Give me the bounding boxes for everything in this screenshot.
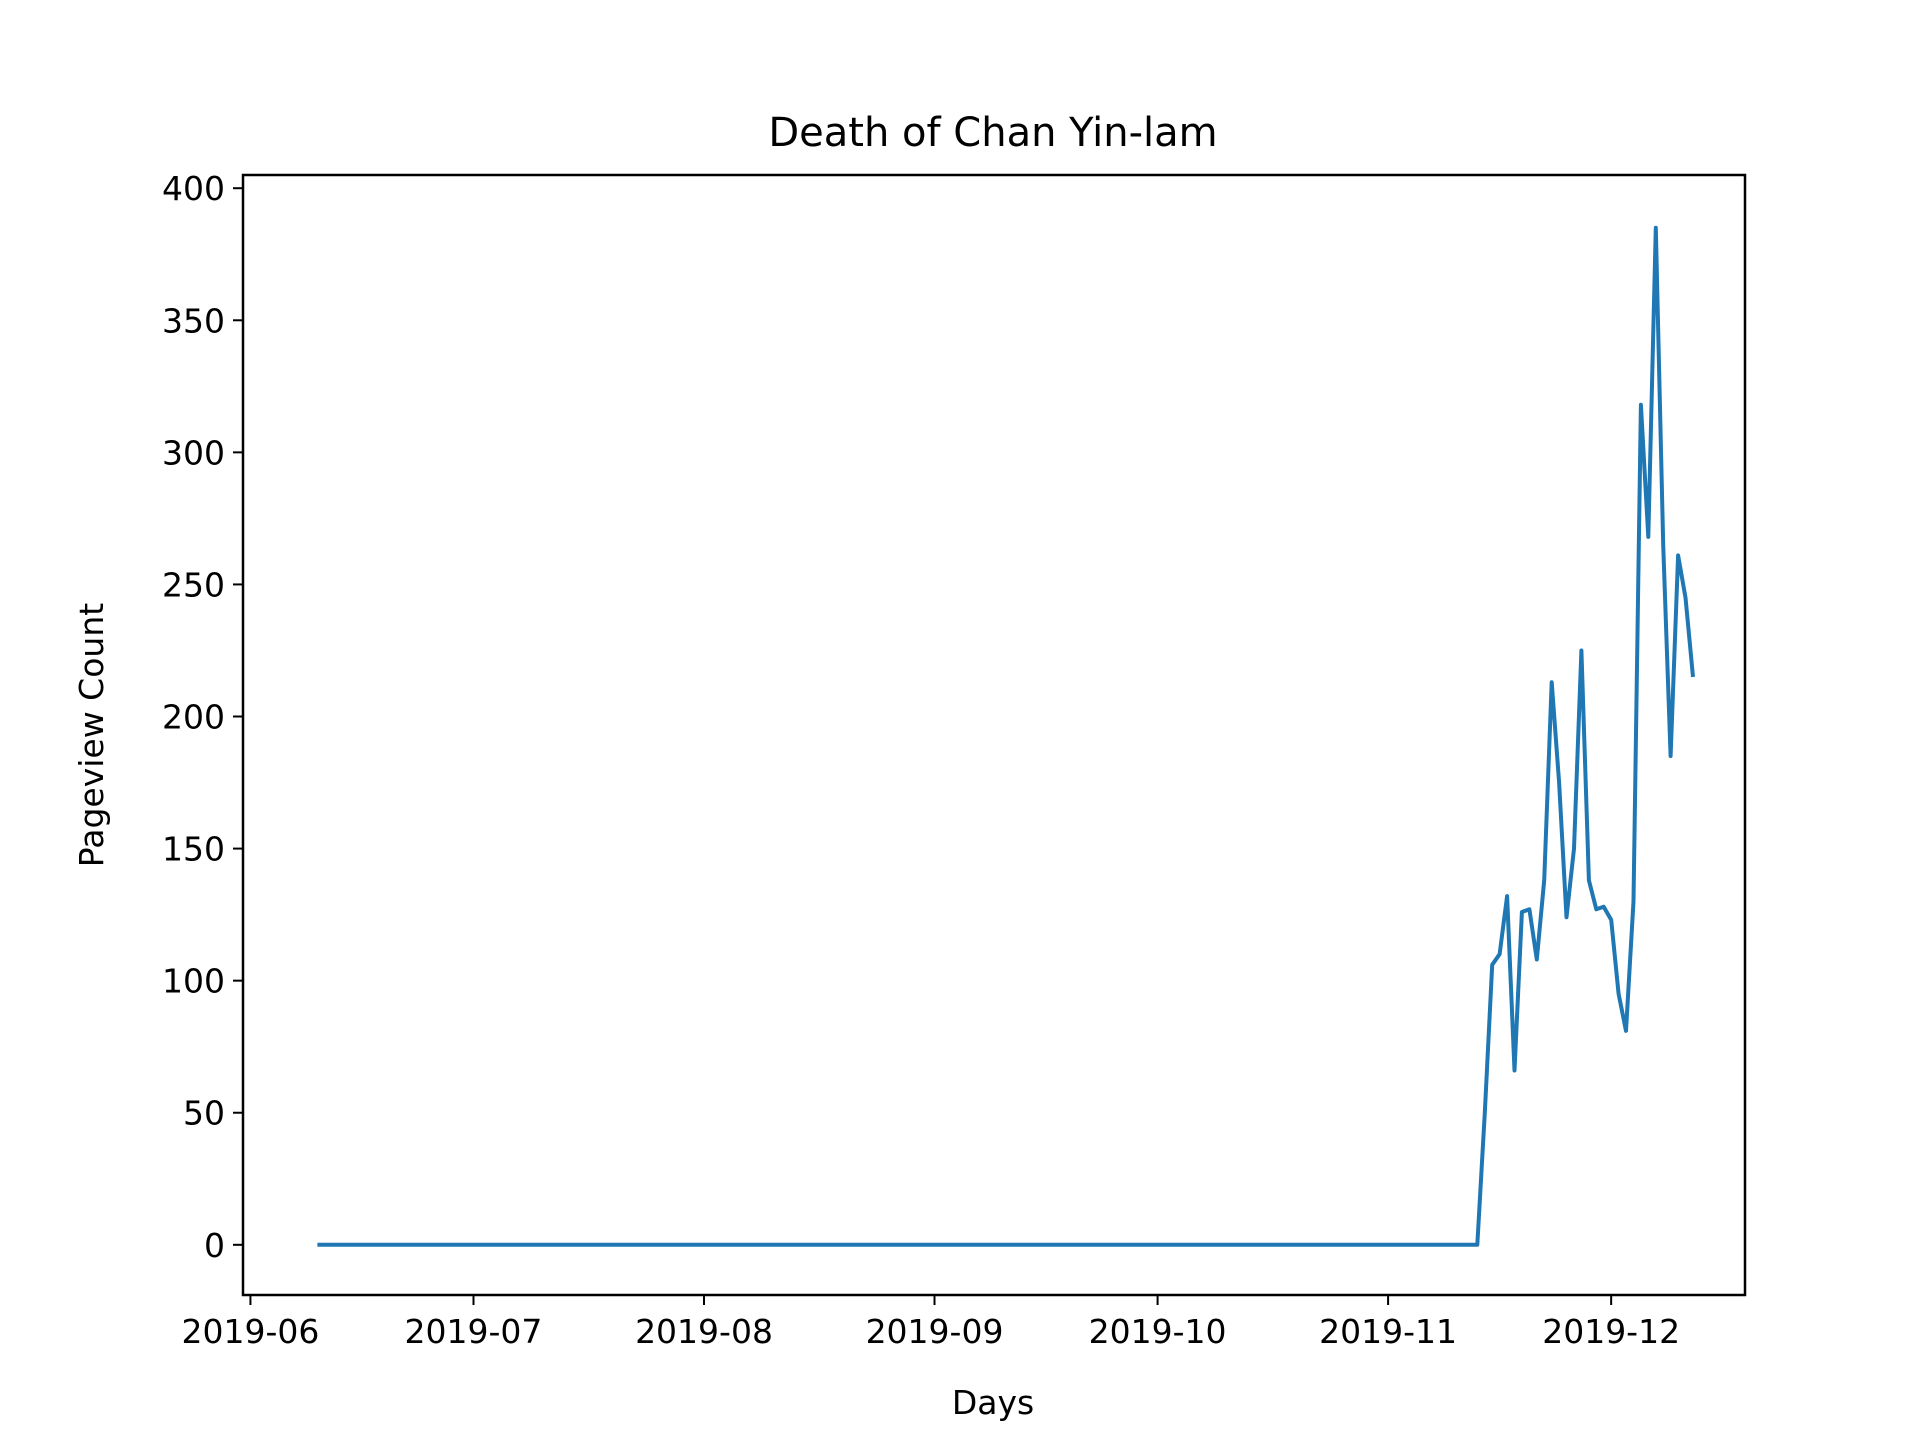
x-axis: 2019-06 2019-07 2019-08 2019-09 2019-10 2019-… <box>181 1295 1680 1351</box>
y-tick-label: 400 <box>162 169 225 208</box>
y-tick-label: 100 <box>162 962 225 1001</box>
y-axis: 0 50 100 150 200 250 300 350 400 <box>162 169 243 1265</box>
y-tick-label: 250 <box>162 565 225 604</box>
plot-frame <box>241 173 1747 1297</box>
y-tick-label: 50 <box>183 1094 225 1133</box>
y-tick-label: 0 <box>204 1226 225 1265</box>
y-tick-label: 350 <box>162 301 225 340</box>
x-tick-label: 2019-08 <box>635 1312 773 1351</box>
x-axis-label: Days <box>952 1383 1034 1422</box>
y-tick-label: 150 <box>162 830 225 869</box>
x-tick-label: 2019-12 <box>1542 1312 1680 1351</box>
x-tick-label: 2019-06 <box>181 1312 319 1351</box>
y-axis-label: Pageview Count <box>72 603 111 867</box>
x-tick-label: 2019-10 <box>1089 1312 1227 1351</box>
x-tick-label: 2019-11 <box>1319 1312 1457 1351</box>
y-tick-label: 200 <box>162 698 225 737</box>
plot-series <box>317 225 1695 1247</box>
series-line <box>317 225 1695 1247</box>
y-tick-label: 300 <box>162 433 225 472</box>
x-tick-label: 2019-07 <box>405 1312 543 1351</box>
x-tick-label: 2019-09 <box>866 1312 1004 1351</box>
chart-title: Death of Chan Yin-lam <box>768 110 1217 156</box>
